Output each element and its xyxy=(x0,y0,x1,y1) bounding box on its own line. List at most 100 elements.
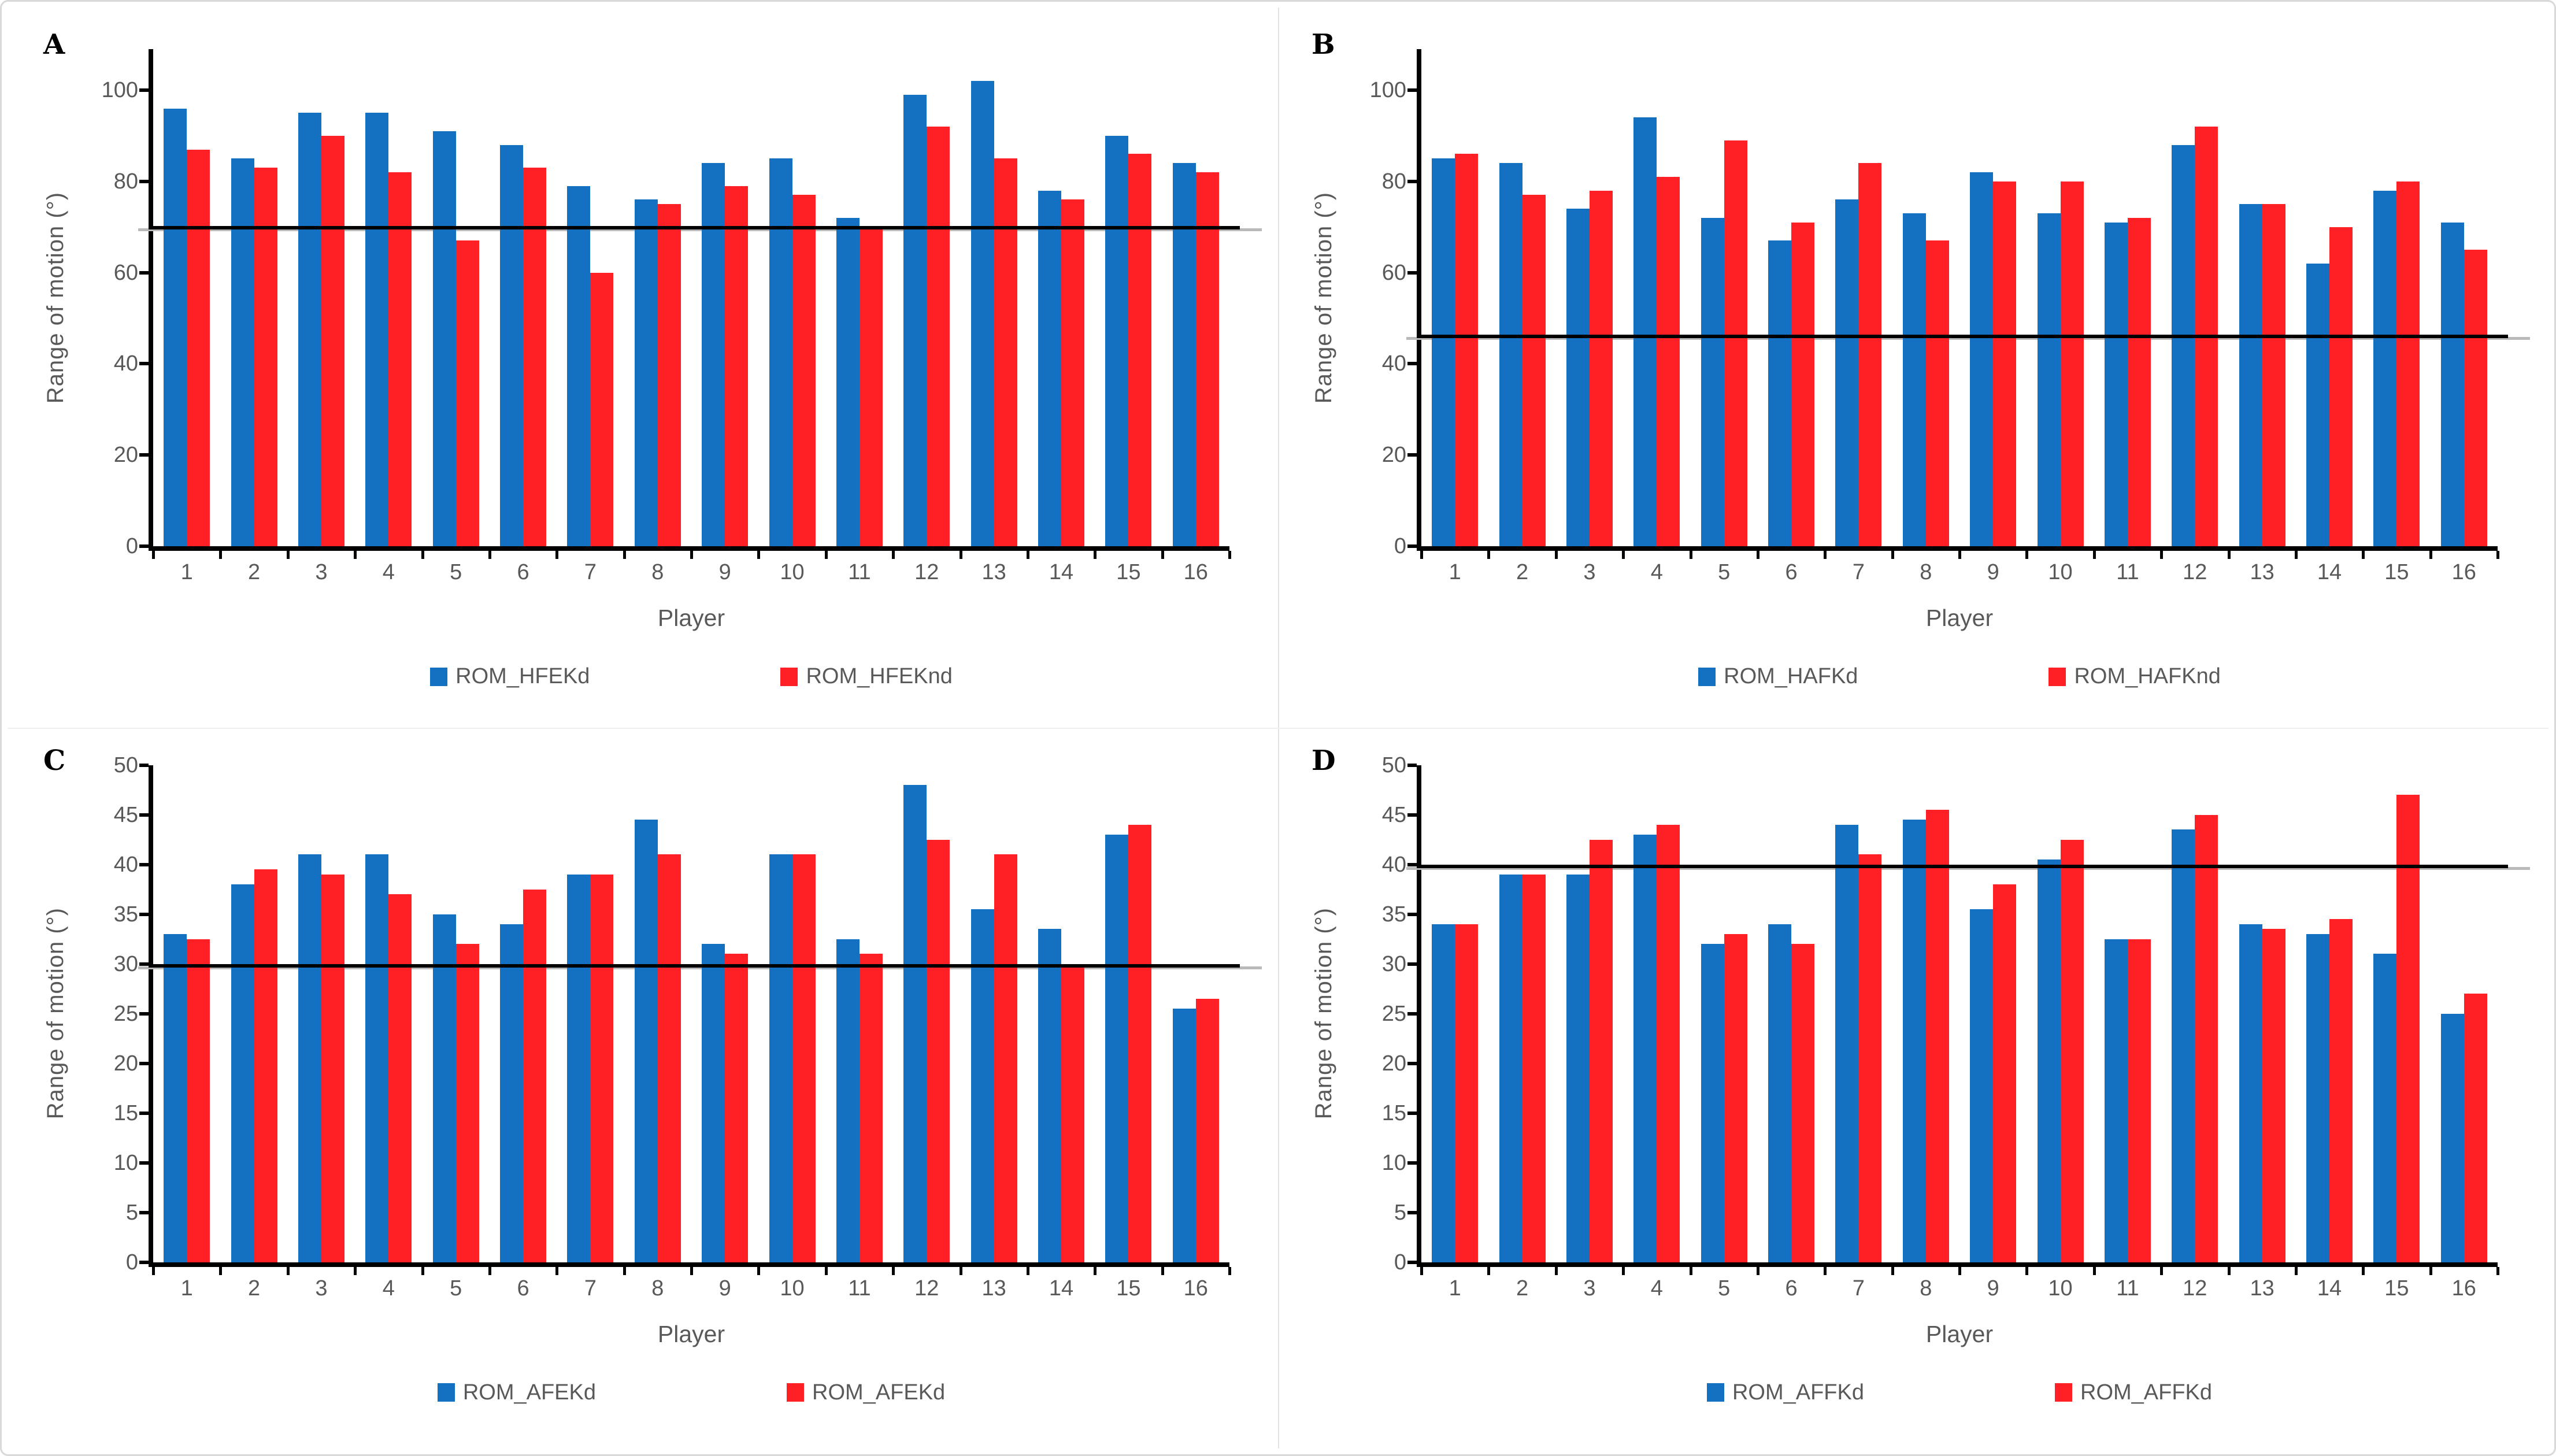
y-axis-tick xyxy=(139,1111,149,1115)
bar-group-player-1 xyxy=(1421,765,1488,1262)
bar-red-player-5 xyxy=(1724,933,1747,1262)
x-tick-label-player-4: 4 xyxy=(1650,560,1663,584)
x-tick-label-player-9: 9 xyxy=(1987,1276,1999,1301)
bar-group-player-2 xyxy=(1488,49,1555,546)
panel-A: A Range of motion (°) 0 20 40 60 80 100 1 2 3 4 5 6 7 8… xyxy=(10,12,1278,728)
y-axis-tick xyxy=(1407,1012,1417,1016)
bar-blue-player-4 xyxy=(1633,834,1657,1262)
bar-blue-player-7 xyxy=(567,186,591,546)
y-tick-label: 10 xyxy=(1381,1150,1406,1175)
x-axis-labels: 1 2 3 4 5 6 7 8 9 10 11 12 13 14 15 16 xyxy=(1299,560,2529,585)
legend-swatch-red xyxy=(780,667,798,686)
y-axis-title: Range of motion (°) xyxy=(1310,907,1336,1120)
y-axis-title: Range of motion (°) xyxy=(42,907,68,1120)
legend-entry-blue: ROM_HAFKd xyxy=(1698,664,1858,689)
x-axis-title: Player xyxy=(1925,605,1994,631)
bar-group-player-14 xyxy=(1028,765,1095,1262)
y-axis-title: Range of motion (°) xyxy=(42,191,68,404)
y-axis-tick-labels: 0 20 40 60 80 100 xyxy=(1349,49,1417,558)
bar-red-player-14 xyxy=(2329,919,2353,1262)
x-tick-label-player-12: 12 xyxy=(2183,560,2207,584)
bar-blue-player-4 xyxy=(1633,117,1657,546)
bar-group-player-10 xyxy=(2027,49,2094,546)
y-axis-tick-labels: 0 20 40 60 80 100 xyxy=(80,49,149,558)
bar-blue-player-8 xyxy=(1902,213,1926,546)
x-tick-label-player-14: 14 xyxy=(1049,560,1074,584)
x-axis-tick xyxy=(2496,551,2499,559)
x-tick-label-player-12: 12 xyxy=(914,1276,939,1301)
x-axis-tick xyxy=(1420,551,1423,559)
bar-blue-player-11 xyxy=(836,217,860,546)
x-tick-label-player-4: 4 xyxy=(382,1276,395,1301)
bar-red-player-16 xyxy=(2464,994,2487,1262)
chart-area-B: Range of motion (°) 0 20 40 60 80 100 xyxy=(1299,49,2530,559)
bar-group-player-13 xyxy=(961,49,1028,546)
bar-blue-player-16 xyxy=(2440,222,2464,546)
x-tick-label-player-14: 14 xyxy=(2317,560,2342,584)
bar-blue-player-1 xyxy=(164,933,187,1262)
bar-group-player-14 xyxy=(2296,49,2363,546)
plot-area-D xyxy=(1406,763,2530,1275)
bar-red-player-5 xyxy=(455,240,479,546)
x-tick-label-player-16: 16 xyxy=(1183,1276,1208,1301)
x-tick-label-player-12: 12 xyxy=(2183,1276,2207,1301)
bar-blue-player-1 xyxy=(1432,924,1455,1262)
bar-blue-player-8 xyxy=(634,820,658,1262)
bar-red-player-6 xyxy=(1791,944,1815,1262)
x-axis-tick xyxy=(757,1266,761,1275)
bars-container xyxy=(1421,49,2498,546)
bar-group-player-6 xyxy=(490,49,557,546)
bar-group-player-2 xyxy=(220,765,287,1262)
y-axis-tick xyxy=(139,179,149,183)
x-axis-tick xyxy=(219,551,223,559)
bar-group-player-5 xyxy=(423,49,490,546)
bar-red-player-11 xyxy=(2127,217,2151,546)
y-axis-tick xyxy=(139,1210,149,1214)
legend-swatch-red xyxy=(2048,667,2066,686)
bar-blue-player-10 xyxy=(2037,859,2061,1262)
bar-red-player-3 xyxy=(1589,190,1613,546)
x-tick-label-player-10: 10 xyxy=(2048,1276,2073,1301)
bar-group-player-12 xyxy=(2161,49,2228,546)
bar-blue-player-14 xyxy=(1038,929,1062,1262)
x-axis-tick xyxy=(2160,1266,2164,1275)
x-axis-tick xyxy=(421,1266,424,1275)
bar-group-player-9 xyxy=(1959,49,2027,546)
reference-line-shadow xyxy=(1406,866,2530,870)
bar-blue-player-6 xyxy=(500,924,524,1262)
bar-blue-player-5 xyxy=(1701,944,1724,1262)
x-axis-tick xyxy=(555,1266,559,1275)
x-tick-label-player-8: 8 xyxy=(1920,560,1932,584)
bar-red-player-6 xyxy=(1791,222,1815,546)
bar-red-player-3 xyxy=(1589,839,1613,1262)
x-tick-label-player-15: 15 xyxy=(1116,1276,1141,1301)
bar-blue-player-16 xyxy=(2440,1013,2464,1262)
bar-red-player-11 xyxy=(2127,939,2151,1262)
bar-group-player-12 xyxy=(893,765,960,1262)
bar-red-player-4 xyxy=(388,894,412,1262)
y-axis-tick xyxy=(139,362,149,366)
y-tick-label: 60 xyxy=(113,260,138,285)
bar-blue-player-9 xyxy=(1970,172,1994,546)
bar-group-player-7 xyxy=(1825,765,1892,1262)
x-axis-tick xyxy=(959,551,962,559)
bar-red-player-10 xyxy=(792,854,816,1262)
x-axis-tick xyxy=(623,551,626,559)
x-axis-tick xyxy=(1228,1266,1231,1275)
y-axis-tick-labels: 0 5 10 15 20 25 30 35 40 45 50 xyxy=(1349,754,1417,1274)
y-axis-tick-labels: 0 5 10 15 20 25 30 35 40 45 50 xyxy=(80,754,149,1274)
x-tick-label-player-13: 13 xyxy=(981,560,1006,584)
reference-line-shadow xyxy=(138,228,1262,232)
x-axis-tick xyxy=(555,551,559,559)
y-axis-tick xyxy=(1407,1161,1417,1165)
x-tick-label-player-6: 6 xyxy=(517,560,529,584)
bars-container xyxy=(153,49,1229,546)
bar-red-player-12 xyxy=(2195,814,2218,1262)
x-tick-label-player-7: 7 xyxy=(1852,1276,1865,1301)
x-tick-label-player-1: 1 xyxy=(180,560,193,584)
x-axis-tick xyxy=(1026,551,1029,559)
legend-B: ROM_HAFKd ROM_HAFKnd xyxy=(1299,664,2529,689)
x-axis-tick xyxy=(1958,551,1961,559)
bar-blue-player-13 xyxy=(2239,204,2262,546)
bar-group-player-12 xyxy=(893,49,960,546)
